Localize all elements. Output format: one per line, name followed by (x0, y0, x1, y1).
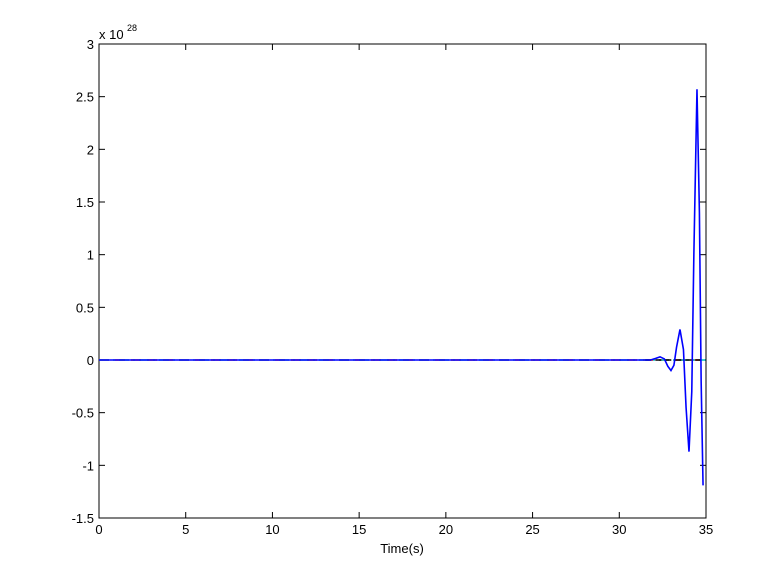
y-tick-label: 1 (87, 248, 94, 263)
x-tick-label: 5 (182, 522, 189, 537)
plot-area (98, 43, 707, 519)
y-tick-label: 0.5 (76, 300, 94, 315)
y-multiplier: x 10 (99, 27, 124, 42)
y-tick-label: -1 (82, 458, 94, 473)
x-axis-label: Time(s) (380, 541, 424, 556)
x-tick-label: 0 (95, 522, 102, 537)
y-tick-label: 0 (87, 353, 94, 368)
x-tick-label: 20 (439, 522, 453, 537)
y-tick-label: 3 (87, 37, 94, 52)
y-tick-label: -0.5 (72, 406, 94, 421)
y-tick-label: 2.5 (76, 90, 94, 105)
x-tick-label: 10 (265, 522, 279, 537)
x-tick-label: 35 (699, 522, 713, 537)
x-tick-label: 30 (612, 522, 626, 537)
data-line (99, 89, 704, 486)
y-tick-label: -1.5 (72, 511, 94, 526)
x-tick-label: 15 (352, 522, 366, 537)
y-tick-label: 2 (87, 142, 94, 157)
y-exponent: 28 (127, 23, 137, 33)
y-tick-label: 1.5 (76, 195, 94, 210)
x-tick-label: 25 (525, 522, 539, 537)
